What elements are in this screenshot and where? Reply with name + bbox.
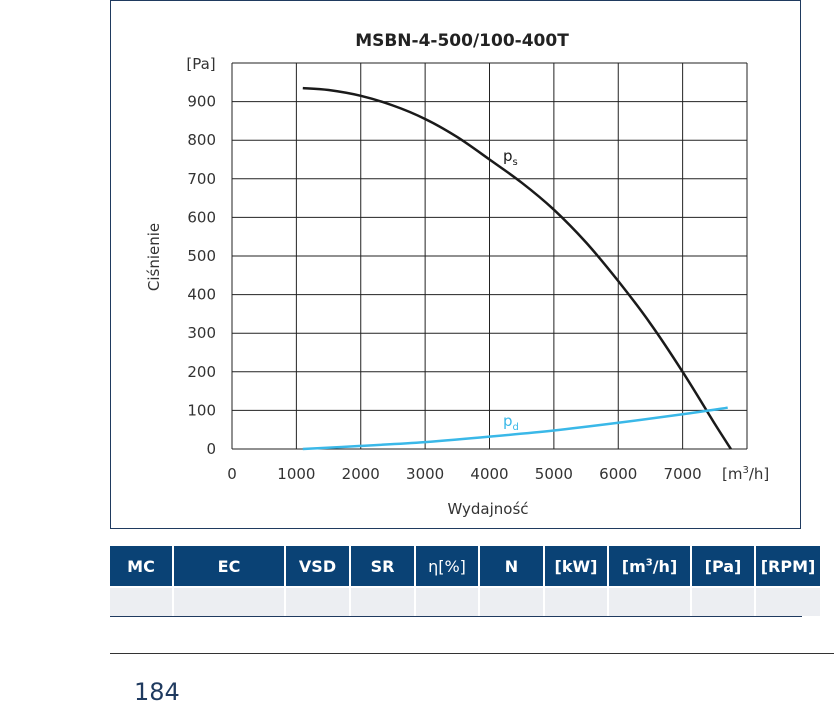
page-number: 184: [134, 678, 180, 706]
y-tick-label: 900: [187, 93, 216, 111]
series-line-pd: [302, 406, 728, 451]
table-header-cell: [m3/h]: [609, 546, 692, 586]
spec-table: MC EC VSD SR η[%] N [kW] [m3/h] [Pa] [RPM]: [110, 546, 820, 616]
x-unit-label: [m3/h]: [722, 465, 769, 483]
grid: [231, 62, 748, 450]
x-unit-tail: /h]: [749, 465, 769, 483]
table-underline: [110, 616, 802, 617]
x-tick-label: 1000: [277, 465, 315, 483]
y-tick-label: 0: [206, 440, 216, 458]
y-unit-label: [Pa]: [186, 55, 215, 73]
y-tick-label: 200: [187, 363, 216, 381]
fan-curve-chart: MSBN-4-500/100-400T [Pa] Ciśnienie Wydaj…: [145, 31, 769, 518]
y-axis-label: Ciśnienie: [145, 223, 163, 291]
page-divider: [110, 653, 834, 654]
chart-frame: MSBN-4-500/100-400T [Pa] Ciśnienie Wydaj…: [110, 0, 801, 529]
y-tick-label: 300: [187, 324, 216, 342]
chart-title: MSBN-4-500/100-400T: [355, 31, 569, 51]
series-label-pd: pd: [503, 412, 519, 433]
table-cell: [174, 586, 286, 616]
series-label-ps: ps: [503, 147, 518, 168]
table-cell: [545, 586, 609, 616]
table-header-cell: EC: [174, 546, 286, 586]
table-cell: [110, 586, 174, 616]
y-tick-label: 500: [187, 247, 216, 265]
y-tick-label: 600: [187, 208, 216, 226]
x-unit-sup: 3: [742, 465, 748, 476]
series-line-ps: [302, 86, 732, 450]
table-header-cell: MC: [110, 546, 174, 586]
x-tick-label: 7000: [664, 465, 702, 483]
table-header-cell: [kW]: [545, 546, 609, 586]
table-cell: [692, 586, 756, 616]
y-tick-label: 100: [187, 401, 216, 419]
table-header-cell: VSD: [286, 546, 351, 586]
table-cell: [756, 586, 820, 616]
series: ps pd: [302, 86, 732, 451]
x-unit-base: [m: [722, 465, 742, 483]
tick-labels: 0 1000 2000 3000 4000 5000 6000 7000 0 100 200 300 4…: [187, 93, 701, 483]
x-axis-label: Wydajność: [447, 500, 528, 518]
table-header-cell: N: [480, 546, 545, 586]
table-cell: [351, 586, 416, 616]
table-header-cell: [RPM]: [756, 546, 820, 586]
table-cell: [416, 586, 480, 616]
table-body: [110, 586, 820, 616]
x-tick-label: 0: [227, 465, 237, 483]
table-header-cell: SR: [351, 546, 416, 586]
y-tick-label: 400: [187, 286, 216, 304]
table-row: [110, 586, 820, 616]
x-tick-label: 6000: [599, 465, 637, 483]
table-cell: [480, 586, 545, 616]
y-tick-label: 700: [187, 170, 216, 188]
table-cell: [609, 586, 692, 616]
x-tick-label: 2000: [342, 465, 380, 483]
x-tick-label: 3000: [406, 465, 444, 483]
x-tick-label: 4000: [470, 465, 508, 483]
table-header-row: MC EC VSD SR η[%] N [kW] [m3/h] [Pa] [RPM]: [110, 546, 820, 586]
y-tick-label: 800: [187, 131, 216, 149]
table-cell: [286, 586, 351, 616]
table-header-cell: η[%]: [416, 546, 480, 586]
table-header-cell: [Pa]: [692, 546, 756, 586]
x-tick-label: 5000: [535, 465, 573, 483]
